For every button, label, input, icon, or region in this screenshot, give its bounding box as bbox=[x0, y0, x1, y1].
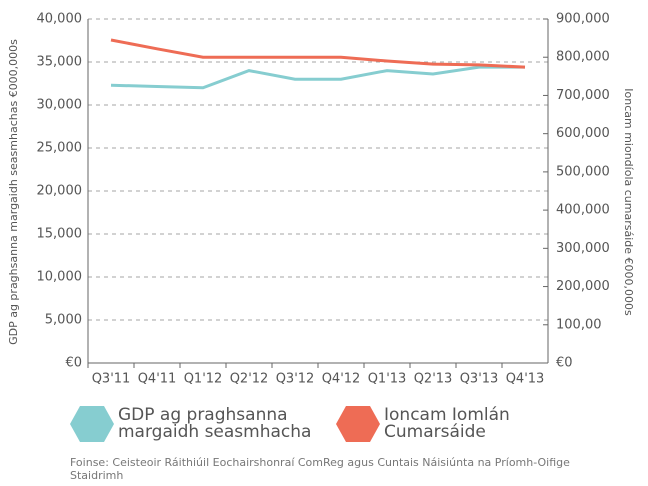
y2-tick-label: 100,00 bbox=[556, 317, 602, 332]
y2-axis-label: Ioncam miondíola cumarsáide €000,000s bbox=[622, 88, 635, 316]
chart: GDP ag praghsanna margaidh seasmhachas €… bbox=[7, 12, 635, 387]
x-tick-label: Q3'13 bbox=[460, 372, 499, 387]
y2-tick-label: 200,000 bbox=[556, 279, 610, 294]
series-line bbox=[110, 38, 526, 69]
y2-tick-label: 900,000 bbox=[556, 12, 610, 27]
x-tick-label: Q2'12 bbox=[230, 372, 269, 387]
y2-tick-label: 400,000 bbox=[556, 203, 610, 218]
legend-swatch bbox=[336, 406, 380, 442]
y-tick-label: €0 bbox=[65, 356, 82, 371]
legend-hexagon bbox=[70, 406, 114, 442]
y-tick-label: 35,000 bbox=[37, 55, 83, 70]
x-tick-label: Q4'11 bbox=[138, 372, 177, 387]
legend-label: GDP ag praghsanna margaidh seasmhacha bbox=[118, 405, 312, 442]
x-tick-label: Q3'12 bbox=[276, 372, 315, 387]
series-line bbox=[110, 65, 525, 90]
x-tick-label: Q4'13 bbox=[506, 372, 545, 387]
legend-swatch bbox=[70, 406, 114, 442]
y2-tick-label: 300,000 bbox=[556, 241, 610, 256]
legend-hexagon bbox=[336, 406, 380, 442]
x-tick-label: Q1'13 bbox=[368, 372, 407, 387]
y-tick-label: 15,000 bbox=[37, 227, 83, 242]
x-tick-label: Q1'12 bbox=[184, 372, 223, 387]
y-tick-label: 20,000 bbox=[37, 184, 83, 199]
y2-tick-label: 700,000 bbox=[556, 88, 610, 103]
y-tick-label: 40,000 bbox=[37, 12, 83, 27]
y-tick-label: 30,000 bbox=[37, 98, 83, 113]
y-tick-label: 5,000 bbox=[45, 313, 82, 328]
y2-tick-label: €0 bbox=[556, 356, 573, 371]
y-tick-label: 10,000 bbox=[37, 270, 83, 285]
y2-tick-label: 500,000 bbox=[556, 164, 610, 179]
source: Foinse: Ceisteoir Ráithiúil Eochairshonr… bbox=[70, 456, 570, 482]
x-tick-label: Q2'13 bbox=[414, 372, 453, 387]
y-axis-label: GDP ag praghsanna margaidh seasmhachas €… bbox=[7, 39, 20, 345]
y2-tick-label: 600,000 bbox=[556, 126, 610, 141]
x-tick-label: Q3'11 bbox=[92, 372, 131, 387]
legend-label: Ioncam Iomlán Cumarsáide bbox=[384, 405, 510, 442]
y-tick-label: 25,000 bbox=[37, 141, 83, 156]
x-tick-label: Q4'12 bbox=[322, 372, 361, 387]
y2-tick-label: 800,000 bbox=[556, 50, 610, 65]
